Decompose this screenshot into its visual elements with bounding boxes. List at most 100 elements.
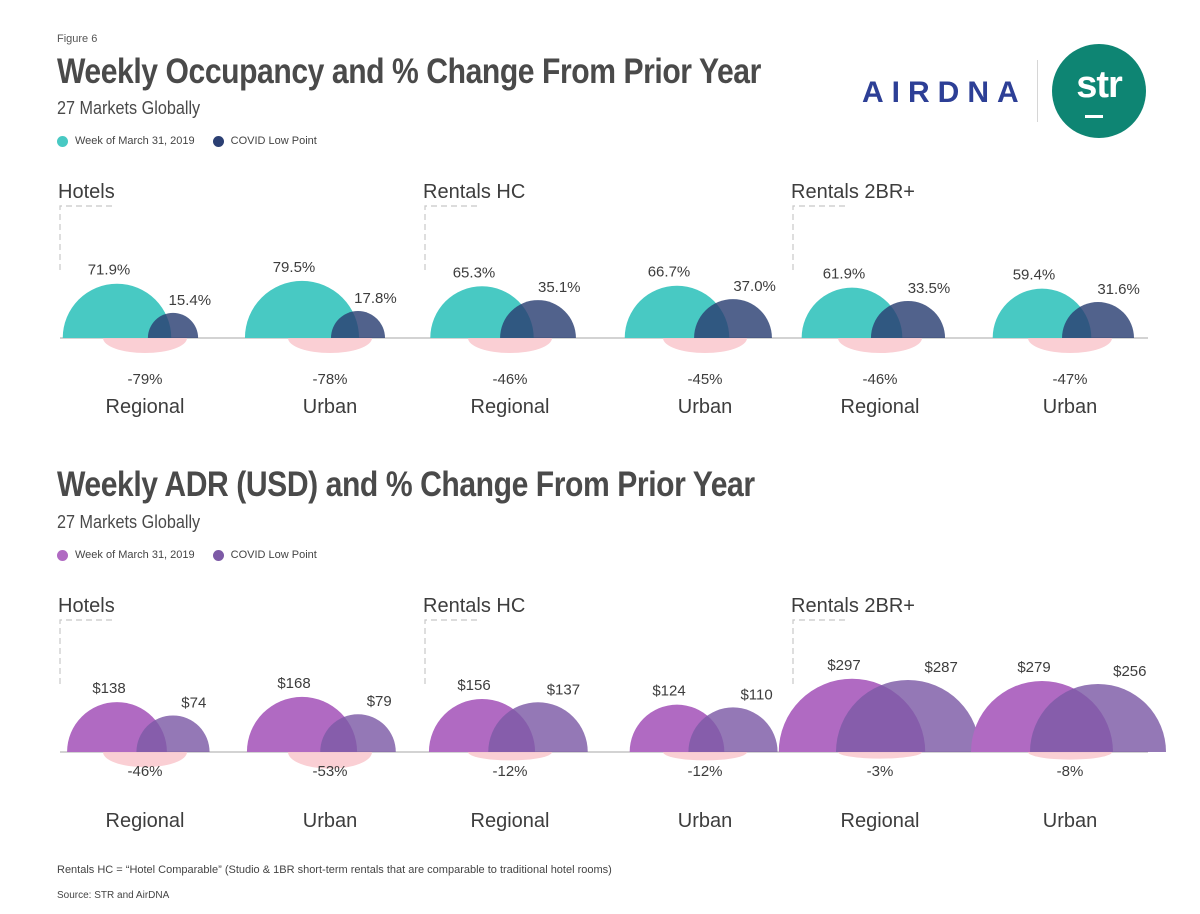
covid-value-label: $74 — [181, 694, 206, 711]
category-label: Urban — [1043, 810, 1097, 832]
legend-item-covid: COVID Low Point — [212, 135, 317, 147]
legend-swatch-baseline — [57, 549, 68, 561]
category-label: Urban — [678, 396, 732, 418]
covid-semicircle — [1062, 302, 1134, 338]
change-value-label: -3% — [867, 763, 894, 780]
category-label: Urban — [678, 810, 732, 832]
category-label: Urban — [303, 396, 357, 418]
covid-value-label: $79 — [367, 693, 392, 710]
baseline-value-label: 66.7% — [648, 264, 691, 281]
legend-label-covid: COVID Low Point — [230, 549, 317, 561]
group-label: Hotels — [58, 595, 115, 617]
change-shape — [663, 338, 747, 353]
group-bracket — [792, 205, 845, 270]
covid-semicircle — [147, 312, 199, 338]
group-label: Rentals HC — [423, 595, 525, 617]
footnote: Rentals HC = “Hotel Comparable” (Studio … — [57, 864, 612, 876]
change-shape — [838, 338, 922, 353]
legend-label-covid: COVID Low Point — [230, 135, 317, 147]
legend-label-baseline: Week of March 31, 2019 — [75, 549, 195, 561]
covid-value-label: 31.6% — [1097, 281, 1140, 298]
figure-label: Figure 6 — [57, 33, 98, 45]
covid-value-label: $256 — [1113, 663, 1146, 680]
airdna-logo: AIRDNA — [862, 76, 1027, 109]
group-bracket — [59, 619, 112, 684]
baseline-value-label: $124 — [652, 683, 685, 700]
category-label: Regional — [471, 810, 550, 832]
covid-value-label: $110 — [740, 686, 772, 703]
change-value-label: -12% — [687, 763, 722, 780]
change-value-label: -45% — [687, 371, 722, 388]
str-logo-underline — [1085, 115, 1103, 118]
covid-semicircle — [488, 702, 588, 752]
category-label: Regional — [471, 396, 550, 418]
covid-value-label: 17.8% — [354, 290, 397, 307]
group-label: Rentals 2BR+ — [791, 595, 915, 617]
adr-chart: Hotels $138 $74 -46% Regional $168 $79 -53% Urba… — [58, 595, 1166, 832]
category-label: Regional — [106, 396, 185, 418]
change-shape — [1028, 752, 1112, 760]
str-logo-text: str — [1076, 64, 1123, 106]
adr-subtitle: 27 Markets Globally — [57, 512, 201, 532]
baseline-value-label: 79.5% — [273, 259, 316, 276]
legend-item-baseline: Week of March 31, 2019 — [57, 549, 195, 561]
change-shape — [468, 752, 552, 761]
legend-item-covid: COVID Low Point — [212, 549, 317, 561]
baseline-value-label: 61.9% — [823, 266, 866, 283]
adr-legend: Week of March 31, 2019 COVID Low Point — [57, 549, 335, 561]
covid-semicircle — [870, 300, 946, 338]
legend-swatch-covid — [212, 549, 224, 561]
covid-value-label: 35.1% — [538, 279, 581, 296]
occupancy-title: Weekly Occupancy and % Change From Prior… — [57, 52, 761, 91]
covid-value-label: 37.0% — [733, 278, 776, 295]
occupancy-subtitle: 27 Markets Globally — [57, 98, 201, 118]
category-label: Regional — [841, 810, 920, 832]
change-value-label: -47% — [1052, 371, 1087, 388]
baseline-value-label: 65.3% — [453, 264, 496, 281]
baseline-value-label: $168 — [277, 675, 310, 692]
covid-semicircle — [1030, 684, 1166, 752]
baseline-value-label: $138 — [92, 680, 125, 697]
baseline-semicircle — [244, 280, 360, 338]
category-label: Urban — [1043, 396, 1097, 418]
legend-item-baseline: Week of March 31, 2019 — [57, 135, 195, 147]
covid-semicircle — [500, 300, 576, 338]
source-note: Source: STR and AirDNA — [57, 890, 170, 901]
change-value-label: -79% — [127, 371, 162, 388]
logo-divider — [1037, 60, 1038, 122]
covid-value-label: 33.5% — [908, 280, 951, 297]
group-label: Rentals 2BR+ — [791, 181, 915, 203]
adr-title: Weekly ADR (USD) and % Change From Prior… — [57, 465, 755, 504]
change-shape — [468, 338, 552, 353]
covid-semicircle — [330, 311, 386, 338]
change-value-label: -8% — [1057, 763, 1084, 780]
covid-value-label: $287 — [925, 659, 958, 676]
category-label: Urban — [303, 810, 357, 832]
group-bracket — [424, 619, 477, 684]
covid-semicircle — [136, 715, 210, 752]
covid-semicircle — [688, 707, 778, 752]
baseline-value-label: 59.4% — [1013, 267, 1056, 284]
group-bracket — [792, 619, 845, 684]
change-shape — [103, 338, 187, 353]
group-bracket — [59, 205, 112, 270]
legend-swatch-covid — [212, 135, 224, 147]
change-value-label: -46% — [492, 371, 527, 388]
covid-semicircle — [694, 299, 772, 338]
baseline-value-label: $156 — [457, 677, 490, 694]
legend-swatch-baseline — [57, 135, 68, 147]
change-value-label: -78% — [312, 371, 347, 388]
change-value-label: -46% — [127, 763, 162, 780]
change-shape — [1028, 338, 1112, 353]
covid-value-label: 15.4% — [169, 292, 212, 309]
str-logo: str — [1052, 44, 1146, 138]
change-value-label: -46% — [862, 371, 897, 388]
category-label: Regional — [106, 810, 185, 832]
occupancy-legend: Week of March 31, 2019 COVID Low Point — [57, 135, 335, 147]
change-value-label: -12% — [492, 763, 527, 780]
baseline-value-label: $297 — [827, 657, 860, 674]
baseline-value-label: $279 — [1017, 659, 1050, 676]
occupancy-chart: Hotels 71.9% 15.4% -79% Regional 79.5% 17.8% -7… — [58, 181, 1148, 418]
change-shape — [103, 752, 187, 768]
change-shape — [288, 752, 372, 769]
